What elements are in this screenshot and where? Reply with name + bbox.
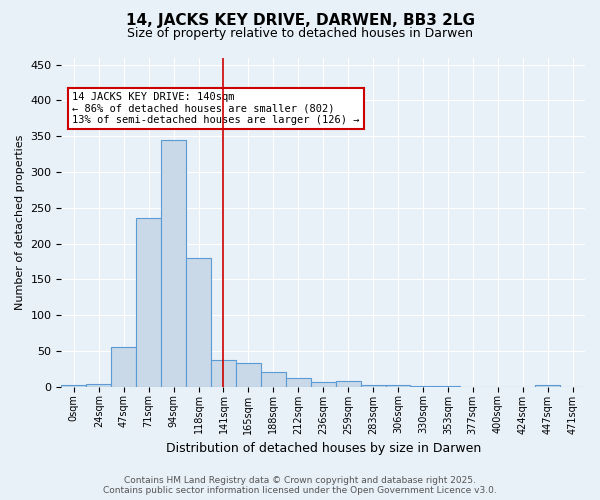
Bar: [535, 385, 560, 386]
Bar: [361, 384, 386, 386]
Text: 14, JACKS KEY DRIVE, DARWEN, BB3 2LG: 14, JACKS KEY DRIVE, DARWEN, BB3 2LG: [125, 12, 475, 28]
X-axis label: Distribution of detached houses by size in Darwen: Distribution of detached houses by size …: [166, 442, 481, 455]
Text: 14 JACKS KEY DRIVE: 140sqm
← 86% of detached houses are smaller (802)
13% of sem: 14 JACKS KEY DRIVE: 140sqm ← 86% of deta…: [72, 92, 359, 126]
Bar: [286, 378, 311, 386]
Y-axis label: Number of detached properties: Number of detached properties: [15, 134, 25, 310]
Bar: [211, 360, 236, 386]
Bar: [386, 385, 410, 386]
Text: Contains HM Land Registry data © Crown copyright and database right 2025.
Contai: Contains HM Land Registry data © Crown c…: [103, 476, 497, 495]
Bar: [86, 384, 111, 386]
Bar: [261, 372, 286, 386]
Bar: [186, 258, 211, 386]
Bar: [311, 382, 335, 386]
Text: Size of property relative to detached houses in Darwen: Size of property relative to detached ho…: [127, 28, 473, 40]
Bar: [111, 348, 136, 387]
Bar: [161, 140, 186, 386]
Bar: [61, 385, 86, 386]
Bar: [236, 363, 261, 386]
Bar: [136, 218, 161, 386]
Bar: [335, 381, 361, 386]
